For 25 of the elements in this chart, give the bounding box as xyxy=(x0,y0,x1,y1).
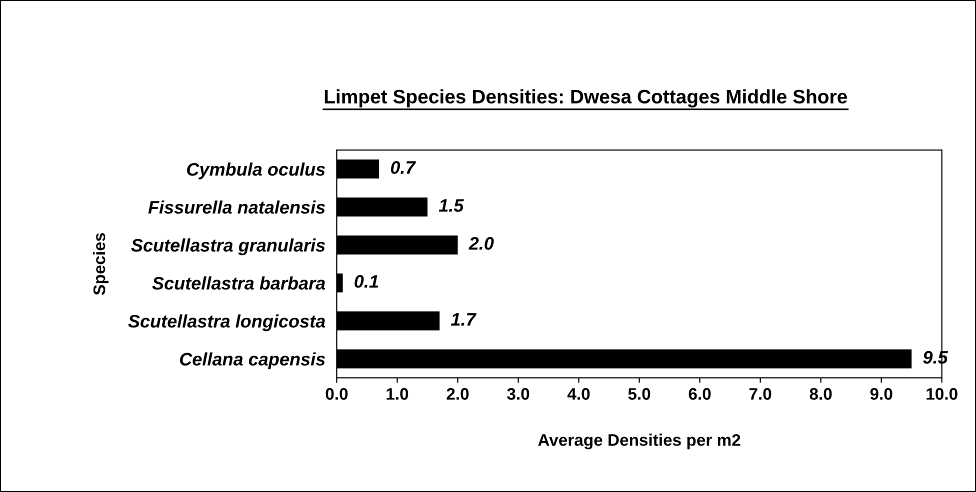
data-label: 0.1 xyxy=(354,275,378,288)
y-axis-title: Species xyxy=(92,233,109,295)
x-tick-label: 7.0 xyxy=(749,388,772,400)
x-tick-label: 9.0 xyxy=(870,388,892,400)
y-tick-label: Cellana capensis xyxy=(180,352,326,370)
x-tick-label: 1.0 xyxy=(386,388,408,400)
y-tick-label: Fissurella natalensis xyxy=(148,200,326,214)
chart-title: Limpet Species Densities: Dwesa Cottages Middle Shore xyxy=(324,89,847,108)
data-label: 1.5 xyxy=(438,199,464,212)
y-tick-label: Cymbula oculus xyxy=(187,162,325,180)
x-axis-title: Average Densities per m2 xyxy=(538,434,740,450)
x-tick-label: 10.0 xyxy=(926,388,958,400)
data-label: 1.7 xyxy=(450,313,477,326)
data-label: 0.7 xyxy=(390,161,416,174)
x-tick-label: 3.0 xyxy=(507,388,530,400)
x-tick-label: 8.0 xyxy=(810,388,832,400)
x-tick-label: 5.0 xyxy=(628,388,650,400)
x-tick-label: 6.0 xyxy=(688,388,711,400)
x-tick-label: 0.0 xyxy=(326,388,348,400)
data-label: 2.0 xyxy=(468,237,494,250)
y-tick-label: Scutellastra longicosta xyxy=(128,314,326,332)
x-tick-label: 4.0 xyxy=(567,388,590,400)
y-tick-label: Scutellastra barbara xyxy=(152,276,326,290)
x-tick-label: 2.0 xyxy=(446,388,469,400)
y-tick-label: Scutellastra granularis xyxy=(131,238,326,256)
